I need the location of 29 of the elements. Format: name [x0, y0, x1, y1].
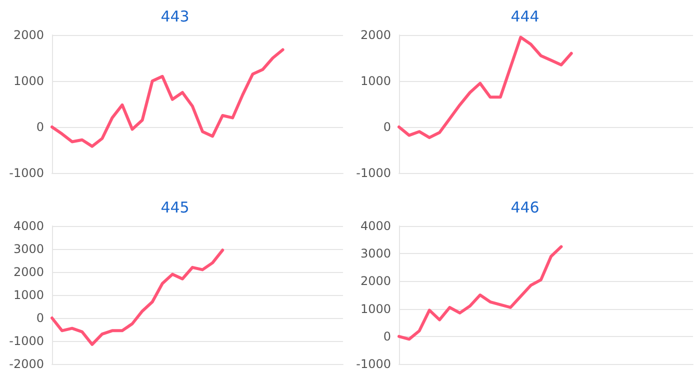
chart-title: 443	[160, 8, 190, 26]
y-tick-label: 3000	[13, 242, 44, 256]
line-series	[398, 245, 563, 341]
y-tick-label: -1000	[9, 334, 44, 348]
y-tick-label: -1000	[356, 357, 391, 371]
y-tick-label: 4000	[360, 219, 391, 233]
y-tick-label: 3000	[360, 246, 391, 261]
y-tick-label: 0	[36, 311, 44, 325]
y-tick-label: 1000	[360, 74, 391, 88]
y-tick-label: -1000	[9, 166, 44, 180]
y-tick-label: 2000	[360, 274, 391, 288]
y-tick-label: 0	[383, 120, 391, 134]
y-tick-label: 2000	[360, 28, 391, 42]
chart-title: 446	[510, 198, 540, 216]
y-tick-label: 1000	[360, 302, 391, 316]
y-tick-label: 0	[36, 120, 44, 134]
chart-title: 444	[510, 8, 540, 26]
line-series	[50, 48, 284, 148]
y-tick-label: -1000	[356, 166, 391, 180]
y-tick-label: 1000	[13, 74, 44, 88]
y-tick-label: 1000	[13, 288, 44, 302]
line-series	[50, 248, 224, 346]
line-series	[398, 36, 573, 140]
chart-title: 445	[160, 198, 190, 216]
y-tick-label: 2000	[13, 28, 44, 42]
y-tick-label: -2000	[9, 357, 44, 371]
y-tick-label: 4000	[13, 219, 44, 233]
y-tick-label: 0	[383, 329, 391, 344]
y-tick-label: 2000	[13, 265, 44, 279]
